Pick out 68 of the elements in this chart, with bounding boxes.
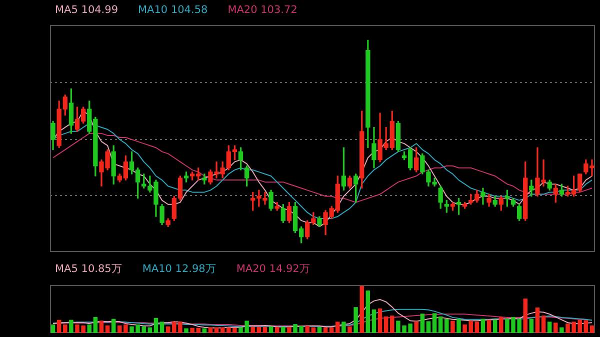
bar <box>523 298 528 333</box>
bar <box>154 318 158 333</box>
bar <box>390 316 394 333</box>
bar <box>208 327 213 333</box>
bar <box>317 326 322 333</box>
bar <box>99 320 104 333</box>
bar <box>93 316 98 333</box>
bar <box>480 318 486 333</box>
bar <box>214 327 219 333</box>
bar <box>250 326 255 333</box>
bar <box>384 316 388 333</box>
bar <box>450 320 455 333</box>
bar <box>342 322 346 333</box>
bar <box>148 327 152 333</box>
bar <box>414 321 418 333</box>
bar <box>474 322 480 333</box>
bar <box>220 327 225 333</box>
bar <box>311 327 316 333</box>
bar <box>372 309 376 333</box>
bar <box>354 307 358 333</box>
bar <box>56 320 62 333</box>
bar <box>105 325 110 333</box>
bar <box>590 325 594 333</box>
bar <box>184 328 188 333</box>
bar <box>360 286 364 333</box>
bar <box>305 326 310 333</box>
bar <box>584 320 588 333</box>
bar <box>63 324 68 333</box>
bar <box>323 327 328 333</box>
bar <box>50 324 56 333</box>
bar <box>486 320 492 333</box>
bar <box>560 327 564 333</box>
bar <box>166 326 170 333</box>
bar <box>426 321 431 333</box>
bar <box>111 318 116 333</box>
bar <box>202 328 207 333</box>
text: MA10 104.58 <box>138 3 208 17</box>
bar <box>268 326 274 333</box>
bar <box>554 322 558 333</box>
bar <box>420 314 425 333</box>
bar <box>160 322 164 333</box>
text: MA5 10.85万 <box>55 262 122 276</box>
bar <box>256 326 262 333</box>
bar <box>456 318 461 333</box>
bar <box>499 316 504 333</box>
bar <box>432 313 437 333</box>
bar <box>529 318 534 333</box>
bar <box>348 326 352 333</box>
text: MA10 12.98万 <box>142 262 216 276</box>
bar <box>547 322 552 333</box>
bar <box>378 308 382 333</box>
bar <box>444 318 449 333</box>
bar <box>87 324 92 333</box>
bar <box>535 308 540 333</box>
bar <box>274 326 280 333</box>
text: MA20 14.92万 <box>236 262 310 276</box>
bar <box>492 320 498 333</box>
text: MA20 103.72 <box>228 3 298 17</box>
bar <box>336 322 340 333</box>
bar <box>69 320 74 333</box>
bar <box>329 327 334 333</box>
bar <box>287 326 292 333</box>
bar <box>438 316 443 333</box>
bar <box>262 326 268 333</box>
text: MA5 104.99 <box>55 3 118 17</box>
bar <box>541 316 546 333</box>
bar <box>366 290 370 333</box>
bar <box>281 326 286 333</box>
